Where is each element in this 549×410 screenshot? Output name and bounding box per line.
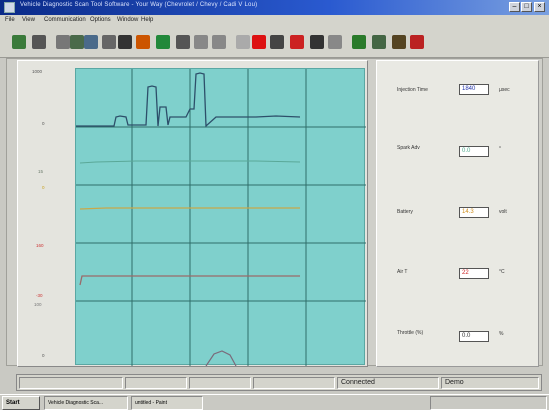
calculator-icon[interactable]	[352, 35, 366, 49]
param-unit-throttle: %	[499, 331, 503, 337]
record-icon[interactable]	[136, 35, 150, 49]
plot-svg	[76, 69, 366, 366]
play-icon[interactable]	[156, 35, 170, 49]
param-value-injection-time: 1840	[459, 84, 489, 95]
menu-communication[interactable]: Communication	[44, 17, 86, 23]
param-label-spark-adv: Spark Adv	[397, 145, 420, 151]
axis-label-air-max: 160	[36, 243, 44, 248]
param-value-air-temp: 22	[459, 268, 489, 279]
start-button[interactable]: Start	[2, 396, 40, 410]
menu-file[interactable]: File	[5, 17, 15, 23]
capture-icon[interactable]	[328, 35, 342, 49]
param-unit-air-temp: °C	[499, 269, 505, 275]
clear-icon[interactable]	[236, 35, 250, 49]
open-icon[interactable]	[12, 35, 26, 49]
axis-label-injection-max: 1000	[32, 69, 42, 74]
taskbar: Start Vehicle Diagnostic Sca... untitled…	[0, 394, 549, 410]
axis-label-throttle-max: 100	[34, 302, 42, 307]
title-bar: Vehicle Diagnostic Scan Tool Software - …	[0, 0, 549, 15]
filter-icon[interactable]	[102, 35, 116, 49]
taskbar-item-scan-tool[interactable]: Vehicle Diagnostic Sca...	[44, 396, 128, 410]
injection-time-trace	[76, 73, 300, 126]
param-label-air-temp: Air T	[397, 269, 407, 275]
toolbar	[0, 26, 549, 58]
pen-icon[interactable]	[118, 35, 132, 49]
status-cell-2	[125, 377, 187, 389]
pid-icon[interactable]	[310, 35, 324, 49]
menu-options[interactable]: Options	[90, 17, 111, 23]
throttle-trace	[206, 351, 236, 366]
signal-icon[interactable]	[372, 35, 386, 49]
status-cell-4	[253, 377, 335, 389]
table-icon[interactable]	[84, 35, 98, 49]
wrench-icon[interactable]	[212, 35, 226, 49]
status-cell-3	[189, 377, 251, 389]
mode-status: Demo	[441, 377, 539, 389]
axis-label-air-min: -30	[36, 293, 43, 298]
status-cell-1	[19, 377, 123, 389]
app-icon	[4, 2, 15, 13]
export-icon[interactable]	[392, 35, 406, 49]
print-icon[interactable]	[32, 35, 46, 49]
grid-icon[interactable]	[70, 35, 84, 49]
refresh-icon[interactable]	[270, 35, 284, 49]
menu-view[interactable]: View	[22, 17, 35, 23]
parameter-panel: Injection Time 1840 µsec Spark Adv 0.0 °…	[376, 60, 539, 367]
system-tray	[430, 396, 547, 410]
menu-bar: File View Communication Options Window H…	[0, 15, 549, 26]
plot-area	[75, 68, 365, 365]
connection-status: Connected	[337, 377, 439, 389]
param-value-throttle: 0.0	[459, 331, 489, 342]
param-unit-spark-adv: °	[499, 146, 501, 152]
status-bar: Connected Demo	[16, 374, 542, 391]
eraser-icon[interactable]	[194, 35, 208, 49]
param-label-throttle: Throttle (%)	[397, 330, 423, 336]
param-value-spark-adv: 0.0	[459, 146, 489, 157]
axis-label-battery: 0	[42, 185, 45, 190]
param-unit-injection-time: µsec	[499, 87, 510, 93]
menu-window[interactable]: Window	[117, 17, 138, 23]
settings-icon[interactable]	[56, 35, 70, 49]
axis-label-injection-min: 0	[42, 121, 45, 126]
chart-icon[interactable]	[290, 35, 304, 49]
param-unit-battery: volt	[499, 209, 507, 215]
menu-help[interactable]: Help	[141, 17, 153, 23]
stop-icon[interactable]	[252, 35, 266, 49]
minimize-button[interactable]: –	[509, 2, 520, 12]
window-title: Vehicle Diagnostic Scan Tool Software - …	[20, 2, 257, 8]
param-value-battery: 14.3	[459, 207, 489, 218]
taskbar-item-paint[interactable]: untitled - Paint	[131, 396, 203, 410]
axis-label-throttle-min: 0	[42, 353, 45, 358]
close-button[interactable]: ×	[534, 2, 545, 12]
param-label-injection-time: Injection Time	[397, 87, 428, 93]
axis-label-spark: 15	[38, 169, 43, 174]
maximize-button[interactable]: □	[521, 2, 532, 12]
tools-icon[interactable]	[176, 35, 190, 49]
param-label-battery: Battery	[397, 209, 413, 215]
vehicle-icon[interactable]	[410, 35, 424, 49]
